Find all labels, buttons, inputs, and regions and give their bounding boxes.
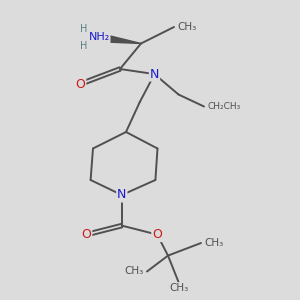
Text: N: N bbox=[150, 68, 159, 81]
Text: CH₂CH₃: CH₂CH₃ bbox=[207, 102, 240, 111]
Text: CH₃: CH₃ bbox=[125, 266, 144, 277]
Text: O: O bbox=[82, 228, 91, 241]
Text: N: N bbox=[117, 188, 127, 202]
Text: CH₃: CH₃ bbox=[204, 238, 223, 248]
Text: CH₃: CH₃ bbox=[169, 283, 188, 293]
Text: CH₃: CH₃ bbox=[177, 22, 196, 32]
Text: O: O bbox=[152, 228, 162, 241]
Text: H: H bbox=[80, 41, 87, 51]
Polygon shape bbox=[98, 33, 141, 43]
Text: H: H bbox=[80, 23, 87, 34]
Text: NH₂: NH₂ bbox=[88, 32, 110, 43]
Text: O: O bbox=[76, 77, 85, 91]
